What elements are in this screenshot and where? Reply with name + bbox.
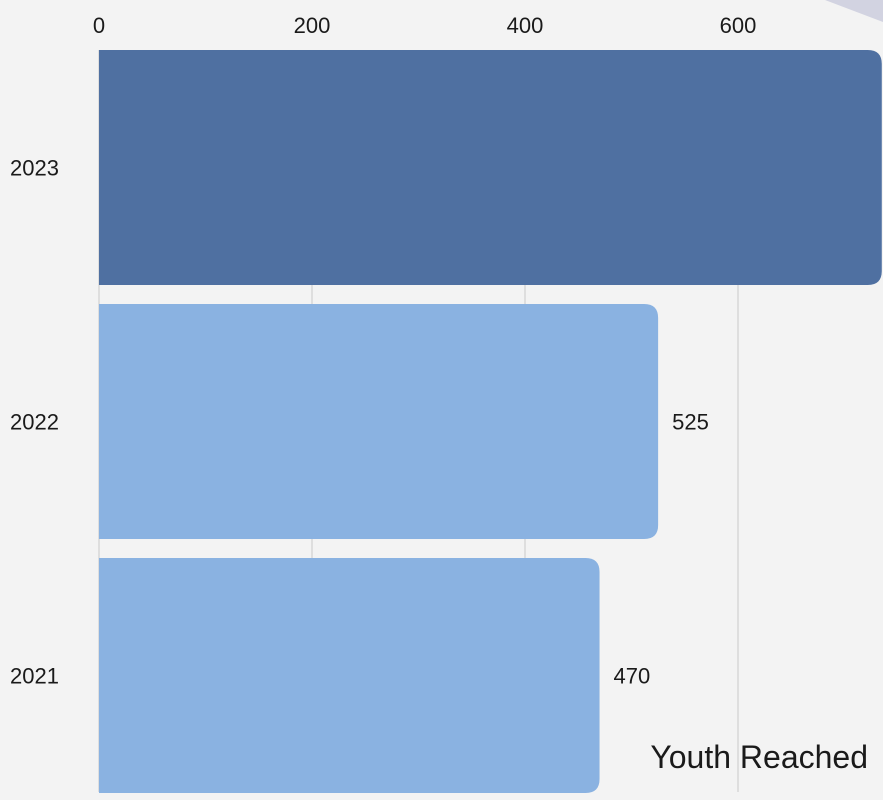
value-labels: 525 470	[614, 410, 709, 689]
value-label-2022: 525	[672, 410, 709, 435]
bar-2022	[99, 304, 659, 539]
x-tick-label-0: 0	[93, 13, 105, 38]
value-label-2021: 470	[614, 664, 651, 689]
x-axis-ticks: 0 200 400 600	[93, 13, 756, 38]
x-tick-label-400: 400	[507, 13, 544, 38]
category-label-2023: 2023	[10, 156, 59, 181]
category-label-2021: 2021	[10, 664, 59, 689]
bars	[99, 50, 882, 793]
category-label-2022: 2022	[10, 410, 59, 435]
x-axis-title: Youth Reached	[650, 739, 868, 775]
decorative-corner-shape	[825, 0, 883, 22]
bar-2021	[99, 558, 600, 793]
x-tick-label-200: 200	[294, 13, 331, 38]
category-labels: 2023 2022 2021	[10, 156, 59, 689]
x-tick-label-600: 600	[720, 13, 757, 38]
bar-2023	[99, 50, 882, 285]
